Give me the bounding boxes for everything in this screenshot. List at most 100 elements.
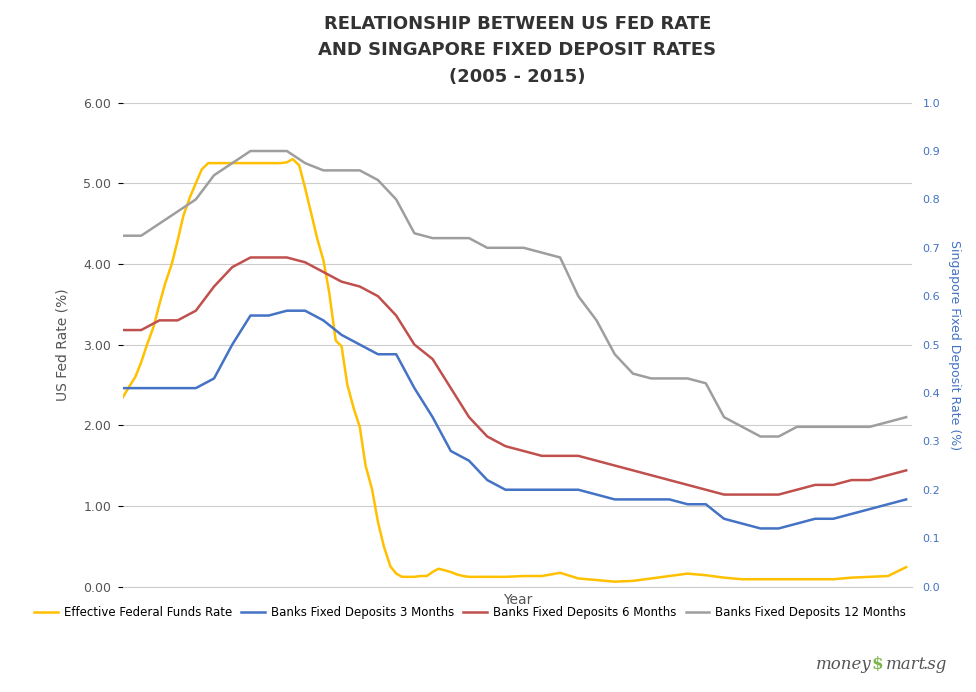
Banks Fixed Deposits 3 Months bbox=[773, 525, 785, 533]
Banks Fixed Deposits 3 Months bbox=[900, 495, 912, 504]
Banks Fixed Deposits 12 Months bbox=[590, 316, 602, 325]
Banks Fixed Deposits 3 Months bbox=[336, 331, 347, 339]
Banks Fixed Deposits 6 Months bbox=[427, 355, 438, 363]
Banks Fixed Deposits 3 Months bbox=[245, 311, 257, 320]
Banks Fixed Deposits 3 Months bbox=[172, 384, 183, 392]
Banks Fixed Deposits 12 Months bbox=[645, 374, 657, 383]
Banks Fixed Deposits 3 Months bbox=[882, 500, 894, 509]
Banks Fixed Deposits 6 Months bbox=[208, 282, 220, 291]
Banks Fixed Deposits 6 Months bbox=[791, 486, 802, 494]
Line: Banks Fixed Deposits 6 Months: Banks Fixed Deposits 6 Months bbox=[123, 257, 906, 495]
Banks Fixed Deposits 3 Months bbox=[481, 476, 493, 484]
Banks Fixed Deposits 12 Months bbox=[153, 219, 165, 228]
Banks Fixed Deposits 6 Months bbox=[682, 481, 694, 489]
Effective Federal Funds Rate bbox=[645, 574, 657, 583]
Effective Federal Funds Rate bbox=[147, 322, 159, 331]
Banks Fixed Deposits 12 Months bbox=[736, 423, 748, 431]
Banks Fixed Deposits 12 Months bbox=[536, 248, 548, 257]
Effective Federal Funds Rate bbox=[123, 383, 135, 392]
Banks Fixed Deposits 6 Months bbox=[754, 491, 766, 499]
Banks Fixed Deposits 6 Months bbox=[609, 462, 621, 470]
Effective Federal Funds Rate bbox=[287, 155, 299, 163]
Effective Federal Funds Rate bbox=[554, 569, 566, 577]
Banks Fixed Deposits 12 Months bbox=[300, 159, 311, 167]
Banks Fixed Deposits 3 Months bbox=[500, 486, 511, 494]
Banks Fixed Deposits 6 Months bbox=[882, 471, 894, 480]
Banks Fixed Deposits 6 Months bbox=[464, 413, 475, 421]
Banks Fixed Deposits 12 Months bbox=[609, 350, 621, 358]
Banks Fixed Deposits 6 Months bbox=[300, 258, 311, 266]
Banks Fixed Deposits 6 Months bbox=[828, 481, 839, 489]
Banks Fixed Deposits 12 Months bbox=[336, 166, 347, 174]
Banks Fixed Deposits 12 Months bbox=[900, 413, 912, 421]
Banks Fixed Deposits 3 Months bbox=[190, 384, 202, 392]
Banks Fixed Deposits 3 Months bbox=[317, 316, 329, 325]
Text: .sg: .sg bbox=[922, 655, 947, 673]
Banks Fixed Deposits 3 Months bbox=[372, 350, 384, 358]
Banks Fixed Deposits 3 Months bbox=[791, 520, 802, 528]
Effective Federal Funds Rate bbox=[348, 405, 360, 413]
Line: Effective Federal Funds Rate: Effective Federal Funds Rate bbox=[123, 159, 906, 582]
Banks Fixed Deposits 6 Months bbox=[773, 491, 785, 499]
Banks Fixed Deposits 3 Months bbox=[645, 495, 657, 504]
Legend: Effective Federal Funds Rate, Banks Fixed Deposits 3 Months, Banks Fixed Deposit: Effective Federal Funds Rate, Banks Fixe… bbox=[29, 602, 911, 624]
Banks Fixed Deposits 6 Months bbox=[245, 253, 257, 262]
Line: Banks Fixed Deposits 3 Months: Banks Fixed Deposits 3 Months bbox=[123, 311, 906, 529]
Banks Fixed Deposits 12 Months bbox=[190, 195, 202, 203]
Banks Fixed Deposits 12 Months bbox=[317, 166, 329, 174]
Banks Fixed Deposits 12 Months bbox=[682, 374, 694, 383]
Banks Fixed Deposits 6 Months bbox=[354, 282, 366, 291]
Effective Federal Funds Rate bbox=[117, 393, 129, 401]
Banks Fixed Deposits 12 Months bbox=[445, 234, 457, 242]
Banks Fixed Deposits 3 Months bbox=[554, 486, 566, 494]
Banks Fixed Deposits 3 Months bbox=[682, 500, 694, 509]
Banks Fixed Deposits 12 Months bbox=[464, 234, 475, 242]
Banks Fixed Deposits 6 Months bbox=[700, 486, 712, 494]
Banks Fixed Deposits 3 Months bbox=[518, 486, 530, 494]
Banks Fixed Deposits 6 Months bbox=[317, 268, 329, 276]
Banks Fixed Deposits 12 Months bbox=[828, 423, 839, 431]
Banks Fixed Deposits 3 Months bbox=[427, 413, 438, 421]
Banks Fixed Deposits 6 Months bbox=[481, 432, 493, 441]
Banks Fixed Deposits 3 Months bbox=[864, 505, 875, 513]
Banks Fixed Deposits 12 Months bbox=[791, 423, 802, 431]
Banks Fixed Deposits 6 Months bbox=[645, 471, 657, 480]
Banks Fixed Deposits 6 Months bbox=[153, 316, 165, 325]
Banks Fixed Deposits 12 Months bbox=[773, 432, 785, 441]
Banks Fixed Deposits 12 Months bbox=[718, 413, 730, 421]
Banks Fixed Deposits 6 Months bbox=[190, 307, 202, 315]
Banks Fixed Deposits 12 Months bbox=[845, 423, 857, 431]
Y-axis label: US Fed Rate (%): US Fed Rate (%) bbox=[56, 289, 69, 401]
Banks Fixed Deposits 6 Months bbox=[628, 466, 639, 475]
Banks Fixed Deposits 12 Months bbox=[172, 208, 183, 216]
Banks Fixed Deposits 12 Months bbox=[882, 418, 894, 426]
Banks Fixed Deposits 12 Months bbox=[136, 232, 147, 240]
Banks Fixed Deposits 3 Months bbox=[136, 384, 147, 392]
Banks Fixed Deposits 12 Months bbox=[263, 147, 274, 155]
Banks Fixed Deposits 6 Months bbox=[736, 491, 748, 499]
Banks Fixed Deposits 3 Months bbox=[628, 495, 639, 504]
Banks Fixed Deposits 6 Months bbox=[172, 316, 183, 325]
Effective Federal Funds Rate bbox=[609, 578, 621, 586]
Banks Fixed Deposits 6 Months bbox=[136, 326, 147, 334]
Banks Fixed Deposits 6 Months bbox=[409, 340, 421, 349]
Text: $: $ bbox=[872, 655, 883, 673]
Banks Fixed Deposits 3 Months bbox=[718, 515, 730, 523]
Banks Fixed Deposits 6 Months bbox=[390, 311, 402, 320]
Banks Fixed Deposits 12 Months bbox=[245, 147, 257, 155]
Banks Fixed Deposits 12 Months bbox=[809, 423, 821, 431]
Banks Fixed Deposits 12 Months bbox=[628, 370, 639, 378]
Banks Fixed Deposits 3 Months bbox=[464, 457, 475, 465]
Banks Fixed Deposits 6 Months bbox=[664, 476, 675, 484]
Banks Fixed Deposits 6 Months bbox=[372, 292, 384, 300]
Banks Fixed Deposits 3 Months bbox=[700, 500, 712, 509]
Banks Fixed Deposits 6 Months bbox=[281, 253, 293, 262]
X-axis label: Year: Year bbox=[503, 594, 532, 608]
Banks Fixed Deposits 12 Months bbox=[518, 244, 530, 252]
Banks Fixed Deposits 6 Months bbox=[336, 277, 347, 286]
Banks Fixed Deposits 12 Months bbox=[427, 234, 438, 242]
Banks Fixed Deposits 12 Months bbox=[372, 176, 384, 184]
Banks Fixed Deposits 12 Months bbox=[226, 159, 238, 167]
Banks Fixed Deposits 3 Months bbox=[409, 384, 421, 392]
Banks Fixed Deposits 6 Months bbox=[445, 384, 457, 392]
